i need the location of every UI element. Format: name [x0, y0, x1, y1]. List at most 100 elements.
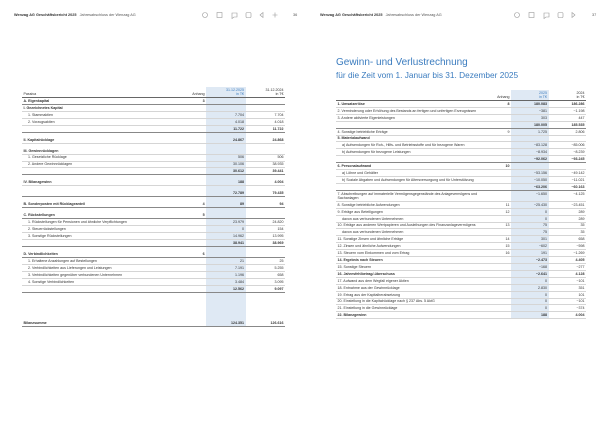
table-row: 2. Verminderung oder Erhöhung des Bestan… [336, 107, 586, 115]
table-row: A. Eigenkapital 3 [22, 97, 285, 105]
statement-title: Gewinn- und Verlustrechnung [336, 57, 468, 68]
table-row: davon aus verbundenen Unternehmen 75 35 [336, 228, 586, 237]
row-label: b) Aufwendungen für bezogene Leistungen [336, 148, 486, 157]
row-label: II. Kapitalrücklage [22, 132, 180, 144]
text: −11.021 [571, 177, 585, 182]
cell [179, 132, 207, 144]
section: Jahresabschluss der Wenzag AG [79, 13, 136, 17]
cell: 0 [511, 304, 549, 313]
cell: 94 [245, 196, 285, 209]
header-cell: 31.12.2025 in T€ [206, 87, 246, 99]
cell: 506 [245, 154, 285, 162]
table-row: 19. Ertrag aus der Kapitalherabsetzung 0 1… [336, 291, 586, 299]
row-label: 5. Materialaufwand [336, 135, 486, 143]
text: 4.004 [274, 180, 284, 185]
text: 15. Sonstige Steuern [337, 264, 372, 269]
text: −93.245 [571, 157, 585, 162]
table-row: davon aus verbundenen Unternehmen 0 289 [336, 215, 586, 223]
text: 25 [279, 258, 284, 263]
search-icon[interactable] [514, 12, 520, 18]
cell [179, 292, 207, 327]
cell: 3.484 [206, 278, 246, 286]
cell [486, 291, 511, 299]
cell: 72.789 [206, 185, 246, 198]
text: davon aus verbundenen Unternehmen [342, 216, 404, 221]
cell [179, 285, 207, 293]
text: 3. Sonstige Rückstellungen [28, 234, 72, 239]
row-label [22, 285, 180, 293]
text: 2.830 [538, 285, 547, 290]
row-label: 1. Rückstellungen für Pensionen und ähnl… [22, 218, 180, 227]
cell: 188 [511, 311, 549, 320]
cell: −168 [511, 263, 549, 271]
header-cell [336, 90, 486, 102]
text: −49.142 [571, 170, 585, 175]
text: 2024 [576, 90, 585, 95]
cell: 75 [511, 222, 549, 230]
cell [179, 161, 207, 169]
text: 0 [545, 306, 547, 311]
cell [548, 135, 586, 143]
bookmark-icon[interactable] [272, 12, 278, 18]
print-icon[interactable] [557, 12, 564, 18]
cell [486, 311, 511, 320]
text: in T€ [539, 95, 547, 100]
cell: 24.820 [245, 218, 285, 227]
row-label: davon aus verbundenen Unternehmen [336, 228, 486, 237]
cell: 10 [486, 162, 511, 171]
cell: 180.005 [511, 121, 549, 129]
text: 2. Verbindlichkeiten aus Lieferungen und… [28, 265, 112, 270]
print-icon[interactable] [245, 12, 252, 18]
cell: 0 [511, 298, 549, 306]
row-label [22, 239, 180, 247]
cell: 7.704 [245, 111, 285, 119]
cell [179, 125, 207, 133]
row-label [22, 125, 180, 133]
table-row: 17. Aufwand aus dem Wegfall eigener Akti… [336, 277, 586, 285]
cell [486, 176, 511, 184]
cell: 185.535 [548, 121, 586, 129]
row-label: D. Verbindlichkeiten [22, 246, 180, 259]
table-row: 13. Steuern vom Einkommen und vom Ertrag… [336, 249, 586, 258]
table-row: 18. Entnahme aus der Gewinnrücklage 2.830… [336, 284, 586, 292]
text: 13.995 [272, 234, 284, 239]
text: 185.535 [571, 122, 585, 127]
text: −381 [538, 108, 547, 113]
cell: 38.969 [245, 239, 285, 247]
cell: 0 [511, 208, 549, 216]
table-row: II. Kapitalrücklage 24.867 24.868 [22, 132, 285, 144]
text: 13. Steuern vom Einkommen und vom Ertrag [337, 251, 410, 256]
cell: 16 [486, 249, 511, 258]
table-row: a) Aufwendungen für Roh-, Hilfs- und Bet… [336, 141, 586, 150]
cell: 4.018 [206, 118, 246, 126]
text: 1. Rückstellungen für Pensionen und ähnl… [28, 220, 127, 225]
text: 4. Sonstige Verbindlichkeiten [28, 279, 75, 284]
text: 1. Erhaltene Anzahlungen auf Bestellunge… [28, 258, 97, 263]
cell: 24.868 [245, 132, 285, 144]
cell: −11.021 [548, 176, 586, 184]
text: 21. Einstellung in die Gewinnrücklage [337, 306, 398, 311]
text: 23.979 [233, 220, 245, 225]
table-row: 1. Stammaktien 7.704 7.704 [22, 111, 285, 119]
home-icon[interactable] [528, 12, 535, 18]
table-row: B. Sonderposten mit Rücklageanteil 4 89 94 [22, 196, 285, 209]
back-icon[interactable] [259, 11, 264, 19]
comment-icon[interactable] [231, 12, 238, 20]
text: 4.018 [274, 119, 284, 124]
text: 0 [545, 209, 547, 214]
search-icon[interactable] [202, 12, 208, 18]
row-label: a) Löhne und Gehälter [336, 169, 486, 177]
cell [179, 218, 207, 227]
forward-icon[interactable] [571, 11, 576, 19]
brand: Wenzag AG Geschäftsbericht 2025 [320, 13, 383, 17]
header-cell: Anhang [486, 90, 511, 102]
cell [486, 215, 511, 223]
table-row: 3. Sonstige Rückstellungen 14.962 13.995 [22, 232, 285, 241]
home-icon[interactable] [216, 12, 223, 18]
row-label: 11. Sonstige Zinsen und ähnliche Erträge [336, 235, 486, 244]
table-row: 12. Zinsen und ähnliche Aufwendungen 15 −6… [336, 242, 586, 251]
text: −101 [576, 299, 585, 304]
cell [179, 264, 207, 272]
comment-icon[interactable] [543, 12, 550, 20]
text: 5 [202, 213, 205, 218]
